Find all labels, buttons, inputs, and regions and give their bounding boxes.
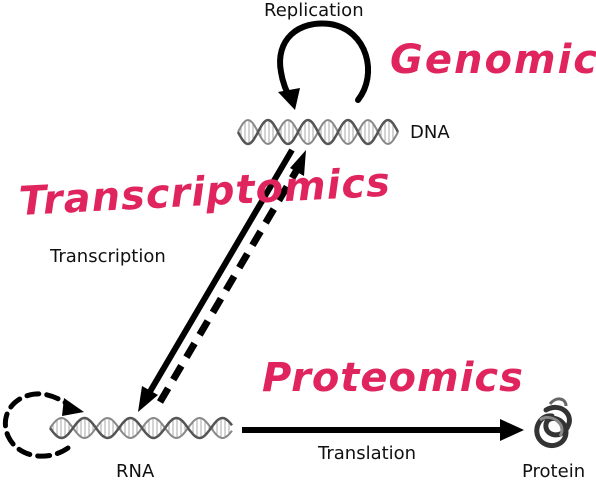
genomics-annotation: Genomics	[390, 37, 596, 83]
replication-arrow	[277, 20, 372, 110]
transcription-label: Transcription	[50, 246, 166, 267]
protein-label: Protein	[522, 461, 586, 482]
helix-strand	[236, 118, 400, 146]
replication-label: Replication	[264, 0, 364, 21]
translation-label: Translation	[318, 443, 417, 464]
rna-label: RNA	[116, 461, 155, 482]
dna-label: DNA	[410, 122, 450, 143]
reverse-transcription-arrow	[156, 150, 306, 404]
rna-helix-icon	[48, 416, 233, 440]
helix-strand	[48, 416, 233, 440]
protein-structure-icon	[534, 397, 572, 449]
translation-arrow	[242, 419, 524, 441]
helix-strand	[49, 416, 233, 440]
proteomics-annotation: Proteomics	[262, 355, 524, 401]
dna-double-helix-icon	[236, 118, 400, 146]
rna-replication-arrow	[2, 391, 84, 459]
transcription-arrow	[138, 148, 295, 412]
